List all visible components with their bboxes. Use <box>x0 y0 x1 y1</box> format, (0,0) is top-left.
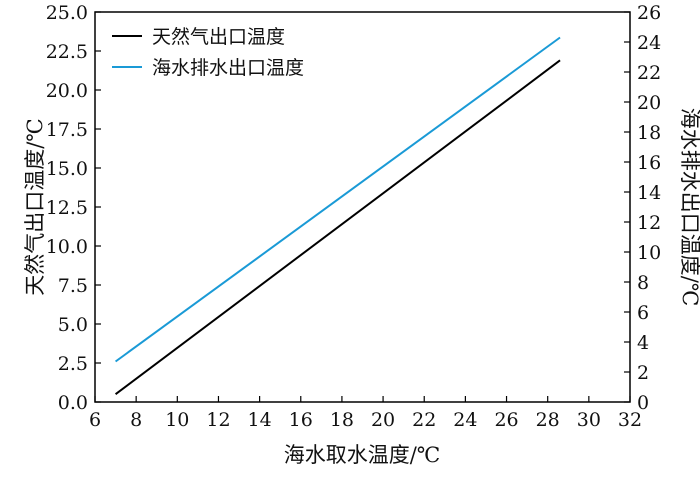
right-y-tick-label: 8 <box>637 272 649 294</box>
x-tick-label: 18 <box>330 409 354 431</box>
right-y-axis-title: 海水排水出口温度/℃ <box>678 108 700 307</box>
left-y-axis-title: 天然气出口温度/℃ <box>23 118 47 296</box>
x-tick-label: 6 <box>89 409 101 431</box>
left-y-tick-label: 17.5 <box>46 119 88 141</box>
left-y-tick-label: 20.0 <box>46 80 88 102</box>
series-line-2 <box>114 36 561 363</box>
left-y-tick-label: 10.0 <box>46 236 88 258</box>
right-y-tick-label: 0 <box>637 392 649 414</box>
right-y-tick-label: 6 <box>637 302 649 324</box>
left-y-tick-label: 7.5 <box>58 275 88 297</box>
right-y-tick-label: 24 <box>637 32 661 54</box>
series-layer <box>114 36 561 395</box>
series-line-1 <box>114 59 561 395</box>
x-tick-label: 20 <box>371 409 395 431</box>
left-y-tick-label: 25.0 <box>46 2 88 24</box>
left-y-axis-ticks: 0.0 2.5 5.0 7.5 10.0 12.5 15.0 17.5 20.0 22.5 25.0 <box>46 2 101 414</box>
legend-label: 天然气出口温度 <box>152 26 285 48</box>
x-tick-label: 30 <box>577 409 601 431</box>
right-y-tick-label: 2 <box>637 362 649 384</box>
right-y-tick-label: 16 <box>637 152 661 174</box>
x-tick-label: 14 <box>248 409 272 431</box>
right-y-tick-label: 4 <box>637 332 649 354</box>
x-tick-label: 32 <box>618 409 642 431</box>
right-y-tick-label: 12 <box>637 212 661 234</box>
x-axis-title: 海水取水温度/℃ <box>284 443 441 467</box>
right-y-tick-label: 22 <box>637 62 661 84</box>
x-tick-label: 26 <box>494 409 518 431</box>
x-tick-label: 28 <box>536 409 560 431</box>
right-y-tick-label: 26 <box>637 2 661 24</box>
x-tick-label: 10 <box>165 409 189 431</box>
left-y-tick-label: 22.5 <box>46 41 88 63</box>
left-y-tick-label: 12.5 <box>46 197 88 219</box>
x-tick-label: 8 <box>130 409 142 431</box>
x-tick-label: 12 <box>206 409 230 431</box>
x-tick-label: 24 <box>453 409 477 431</box>
left-y-tick-label: 2.5 <box>58 353 88 375</box>
left-y-tick-label: 15.0 <box>46 158 88 180</box>
x-tick-label: 22 <box>412 409 436 431</box>
right-y-tick-label: 10 <box>637 242 661 264</box>
x-axis-ticks: 6 8 10 12 14 16 18 20 22 24 26 28 30 32 <box>89 396 642 431</box>
right-y-tick-label: 18 <box>637 122 661 144</box>
legend-label: 海水排水出口温度 <box>152 57 304 79</box>
right-y-tick-label: 14 <box>637 182 661 204</box>
x-tick-label: 16 <box>289 409 313 431</box>
right-y-tick-label: 20 <box>637 92 661 114</box>
left-y-tick-label: 5.0 <box>58 314 88 336</box>
left-y-tick-label: 0.0 <box>58 392 88 414</box>
